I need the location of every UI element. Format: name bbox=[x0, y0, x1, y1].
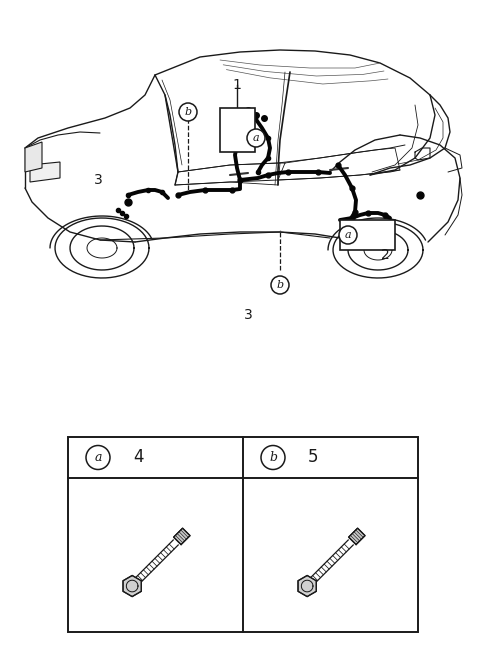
Polygon shape bbox=[25, 142, 460, 258]
Text: b: b bbox=[184, 107, 192, 117]
Text: a: a bbox=[345, 230, 351, 240]
Circle shape bbox=[86, 445, 110, 470]
Polygon shape bbox=[174, 528, 190, 545]
Polygon shape bbox=[30, 162, 60, 182]
Polygon shape bbox=[25, 142, 42, 172]
Text: a: a bbox=[252, 133, 259, 143]
Polygon shape bbox=[348, 528, 365, 545]
Bar bbox=[340, 220, 395, 250]
Text: a: a bbox=[94, 451, 102, 464]
Circle shape bbox=[179, 103, 197, 121]
Circle shape bbox=[247, 129, 265, 147]
Polygon shape bbox=[123, 576, 141, 596]
Text: 2: 2 bbox=[381, 248, 389, 262]
Text: 3: 3 bbox=[94, 173, 102, 187]
Bar bbox=[220, 108, 255, 152]
Polygon shape bbox=[298, 576, 316, 596]
Text: 4: 4 bbox=[133, 449, 143, 466]
Text: 3: 3 bbox=[244, 308, 252, 322]
Text: b: b bbox=[269, 451, 277, 464]
Circle shape bbox=[339, 226, 357, 244]
Circle shape bbox=[261, 445, 285, 470]
Bar bbox=[68, 437, 418, 632]
Circle shape bbox=[271, 276, 289, 294]
Text: 1: 1 bbox=[233, 78, 241, 92]
Text: 5: 5 bbox=[308, 449, 318, 466]
Text: b: b bbox=[276, 280, 284, 290]
